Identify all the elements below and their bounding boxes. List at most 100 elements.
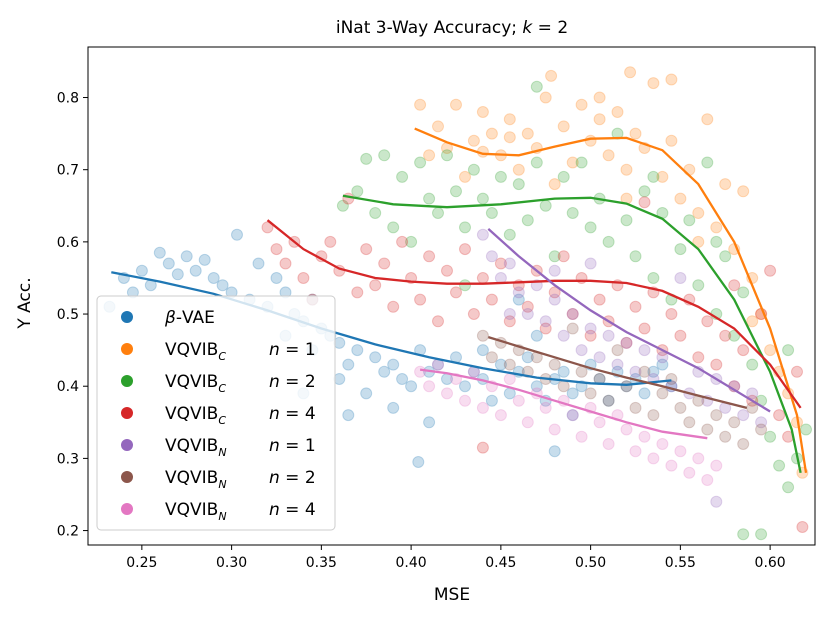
data-point — [423, 149, 436, 162]
data-point — [414, 293, 427, 306]
data-point — [674, 401, 687, 414]
data-point — [432, 207, 444, 219]
data-point — [485, 207, 498, 219]
data-point — [674, 272, 687, 284]
data-point — [135, 264, 148, 277]
data-point — [629, 365, 642, 378]
data-point — [351, 344, 364, 357]
data-point — [521, 127, 534, 140]
data-point — [512, 163, 525, 176]
data-point — [548, 445, 561, 458]
legend-marker — [121, 375, 133, 387]
data-point — [665, 134, 678, 147]
data-point — [557, 365, 570, 378]
data-point — [737, 344, 750, 357]
data-point — [539, 315, 552, 328]
data-point — [412, 456, 425, 468]
y-tick-label: 0.7 — [57, 163, 79, 179]
data-point — [521, 214, 534, 227]
data-point — [665, 308, 678, 320]
data-point — [387, 300, 400, 313]
data-point — [539, 401, 552, 414]
data-point — [728, 416, 741, 429]
data-point — [602, 394, 615, 407]
data-point — [692, 351, 705, 364]
x-tick-label: 0.55 — [665, 555, 696, 571]
data-point — [351, 286, 364, 299]
data-point — [180, 250, 193, 263]
data-point — [342, 409, 355, 422]
curves-layer — [111, 127, 808, 474]
data-point — [683, 214, 696, 227]
data-point — [593, 293, 606, 306]
data-point — [207, 272, 220, 284]
data-point — [647, 77, 660, 90]
data-point — [782, 481, 795, 494]
data-point — [476, 329, 489, 342]
data-point — [557, 170, 570, 183]
data-point — [656, 358, 669, 371]
data-point — [351, 185, 364, 198]
data-point — [360, 243, 373, 256]
data-point — [512, 394, 525, 407]
data-point — [764, 344, 777, 357]
data-point — [710, 409, 723, 422]
data-point — [557, 250, 570, 263]
data-point — [539, 91, 552, 104]
data-point — [602, 149, 615, 162]
data-point — [611, 344, 624, 357]
data-point — [450, 98, 462, 111]
data-point — [602, 394, 615, 407]
legend-marker — [121, 503, 133, 515]
data-point — [728, 279, 741, 292]
data-point — [620, 423, 633, 436]
data-point — [369, 207, 382, 219]
data-point — [198, 253, 211, 266]
data-point — [360, 387, 373, 400]
data-point — [719, 178, 732, 191]
data-point — [396, 373, 409, 385]
data-point — [503, 113, 516, 126]
data-point — [530, 156, 543, 169]
data-point — [624, 66, 637, 79]
data-point — [638, 196, 651, 209]
data-point — [800, 423, 812, 436]
data-point — [647, 409, 660, 422]
data-point — [647, 170, 660, 183]
x-tick-label: 0.60 — [755, 555, 786, 571]
y-tick-label: 0.3 — [57, 451, 79, 467]
data-point — [548, 264, 561, 277]
data-point — [728, 329, 741, 342]
data-point — [414, 98, 427, 111]
y-axis-label: Y Acc. — [15, 277, 35, 329]
data-point — [566, 387, 579, 400]
data-point — [755, 423, 768, 436]
data-point — [530, 80, 543, 93]
data-point — [611, 358, 624, 371]
data-point — [387, 221, 400, 234]
data-point — [638, 365, 651, 378]
data-point — [459, 279, 471, 292]
data-point — [521, 300, 534, 313]
data-point — [530, 329, 543, 342]
data-point — [584, 134, 597, 147]
x-tick-label: 0.45 — [485, 555, 516, 571]
data-point — [432, 315, 444, 328]
data-point — [593, 351, 606, 364]
data-point — [279, 257, 292, 270]
data-point — [476, 192, 489, 205]
data-point — [656, 170, 669, 183]
data-point — [494, 257, 507, 270]
data-point — [620, 380, 633, 393]
data-point — [575, 430, 588, 443]
data-point — [647, 452, 660, 465]
data-point — [719, 430, 732, 443]
data-point — [450, 286, 462, 299]
data-point — [485, 351, 498, 364]
data-point — [701, 156, 714, 169]
data-point — [701, 423, 714, 436]
data-point — [459, 394, 471, 407]
data-point — [503, 308, 516, 320]
data-point — [485, 250, 498, 263]
